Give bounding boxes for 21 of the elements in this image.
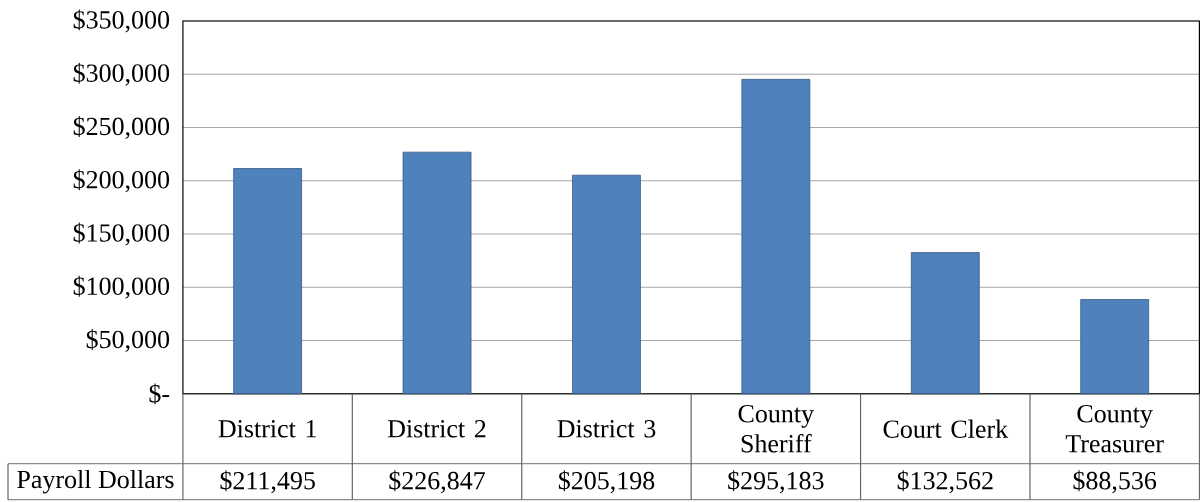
data-label: $211,495 (220, 470, 315, 494)
y-tick-label: $50,000 (86, 329, 170, 353)
data-label: $295,183 (728, 470, 824, 494)
x-tick-label: District 3 (557, 420, 656, 438)
data-label: $205,198 (558, 470, 655, 494)
data-label: $132,562 (897, 470, 993, 494)
y-tick-label: $300,000 (73, 62, 170, 86)
x-tick-label: Court Clerk (883, 419, 1009, 439)
y-tick-label: $- (149, 383, 170, 405)
y-tick-label: $350,000 (73, 9, 170, 33)
y-tick-label: $200,000 (73, 169, 170, 193)
x-tick-label: County Sheriff (738, 405, 814, 453)
data-label: $88,536 (1073, 470, 1157, 494)
text: Payroll Dollars (17, 470, 174, 494)
y-tick-label: $100,000 (73, 275, 170, 299)
data-label: $226,847 (389, 470, 485, 494)
x-tick-label: County Treasurer (1065, 405, 1164, 453)
y-tick-label: $250,000 (73, 116, 170, 140)
x-tick-label: District 1 (218, 420, 316, 438)
x-tick-label: District 2 (387, 420, 486, 438)
y-tick-label: $150,000 (73, 222, 170, 246)
